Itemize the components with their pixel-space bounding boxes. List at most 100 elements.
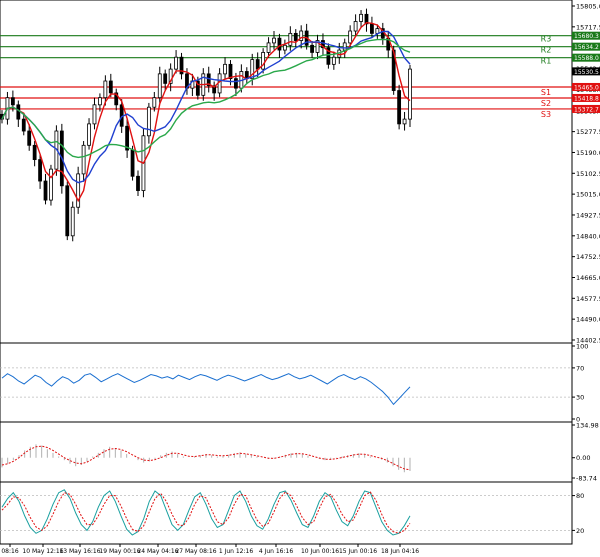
candle-body — [288, 32, 293, 46]
rsi-plot-frame — [0, 342, 573, 423]
candle-body — [125, 125, 130, 151]
candle-body — [65, 185, 70, 237]
candle-body — [397, 90, 402, 125]
price-tick-label: 14490.0 — [576, 316, 600, 324]
candle-body — [32, 144, 37, 161]
price-tick-label: 15190.0 — [576, 149, 600, 157]
macd-histogram — [1, 444, 411, 473]
price-tick-label: 15717.5 — [576, 23, 600, 31]
candle-body — [195, 80, 200, 96]
pivot-level-value: 15465.0 — [574, 84, 599, 91]
candle-body — [293, 32, 298, 41]
rsi-tick-label: 0 — [576, 416, 580, 424]
pivot-level-tag — [572, 93, 600, 102]
candle-body — [76, 173, 81, 208]
candle-body — [174, 56, 178, 70]
macd-signal-line — [1, 445, 411, 471]
moving-averages — [1, 21, 411, 203]
current-price-value: 15530.5 — [574, 69, 599, 76]
time-tick-label: 18 Jun 04:16 — [381, 548, 419, 555]
candle-body — [81, 144, 86, 175]
price-tick-label: 14752.5 — [576, 253, 600, 261]
candle-body — [364, 13, 369, 25]
price-tick-label: 14577.5 — [576, 295, 600, 303]
pivot-level-tag — [572, 104, 600, 113]
candle-body — [310, 44, 314, 53]
candle-body — [348, 30, 353, 44]
stochastic-tick-label: 80 — [576, 492, 584, 500]
candle-body — [402, 118, 407, 125]
candle-body — [179, 56, 184, 75]
candle-body — [299, 30, 304, 41]
time-tick-label: 13 May 16:16 — [59, 548, 100, 555]
time-tick-label: 27 May 08:16 — [175, 548, 216, 555]
candle-body — [114, 92, 119, 106]
stochastic-series-line — [1, 491, 411, 534]
price-tick-label: 15102.5 — [576, 170, 600, 178]
price-plot-frame — [0, 0, 573, 344]
candle-body — [103, 80, 108, 99]
price-tick-label: 14402.5 — [576, 337, 600, 345]
stochastic-grid — [0, 495, 572, 531]
macd-tick-label: 134.98 — [576, 422, 599, 430]
candle-body — [250, 59, 255, 80]
pivot-level-tag — [572, 31, 600, 40]
candle-body — [152, 97, 157, 108]
pivot-level-name: S2 — [541, 99, 551, 108]
candle-body — [98, 97, 102, 106]
stochastic-axis: 80 20 — [572, 492, 584, 535]
moving-average-line — [1, 30, 411, 184]
candle-body — [146, 106, 151, 137]
pivot-level-name: R1 — [541, 57, 552, 66]
candle-body — [326, 47, 331, 65]
candle-body — [92, 104, 97, 125]
pivot-levels: R3 R2 R1 S1 S2 S3 — [0, 35, 572, 119]
pivot-level-tag — [572, 82, 600, 91]
pivot-level-value: 15588.0 — [574, 55, 599, 62]
pivot-level-value: 15634.2 — [574, 44, 599, 51]
candle-body — [130, 149, 135, 177]
candle-body — [163, 73, 168, 84]
rsi-axis: 100 70 30 0 — [572, 343, 588, 424]
time-tick-label: 15 Jun 00:16 — [339, 548, 377, 555]
pivot-level-value: 15372.7 — [574, 106, 599, 113]
candle-body — [261, 52, 266, 70]
time-tick-label: 10 Jun 00:16 — [301, 548, 339, 555]
moving-average-line — [1, 38, 411, 159]
candle-body — [228, 63, 233, 80]
macd-tick-label: 0.00 — [576, 454, 590, 462]
rsi-tick-label: 70 — [576, 364, 584, 372]
candle-body — [43, 180, 48, 201]
candle-body — [157, 73, 162, 99]
price-tick-label: 14665.0 — [576, 274, 600, 282]
price-tick-label: 15805.0 — [576, 3, 600, 11]
candle-body — [255, 59, 260, 70]
pivot-level-value: 15680.3 — [574, 33, 599, 40]
time-tick-label: 10 May 12:16 — [22, 548, 63, 555]
stochastic-series-line — [1, 489, 411, 536]
candle-body — [331, 56, 336, 65]
time-tick-label: 1 Jun 12:16 — [219, 548, 253, 555]
candle-body — [342, 42, 347, 51]
candle-body — [370, 23, 374, 34]
time-tick-label: 08:16 — [1, 548, 18, 555]
macd-tick-label: -83.74 — [576, 475, 597, 483]
candle-body — [315, 40, 320, 53]
time-tick-label: 19 May 00:16 — [99, 548, 140, 555]
price-tick-label: 15015.0 — [576, 191, 600, 199]
pivot-level-tag — [572, 42, 600, 51]
pivot-level-value: 15418.8 — [574, 95, 599, 102]
macd-plot-frame — [0, 421, 573, 483]
rsi-panel: 100 70 30 0 — [0, 342, 588, 424]
stochastic-tick-label: 20 — [576, 527, 584, 535]
candle-body — [136, 175, 140, 191]
candle-body — [321, 40, 325, 49]
pivot-level-name: R2 — [541, 46, 552, 55]
macd-panel: 134.98 0.00 -83.74 — [0, 421, 599, 483]
candle-body — [168, 68, 173, 84]
time-tick-label: 24 May 04:16 — [137, 548, 178, 555]
candle-body — [206, 73, 211, 87]
stochastic-panel: 80 20 — [0, 481, 584, 545]
